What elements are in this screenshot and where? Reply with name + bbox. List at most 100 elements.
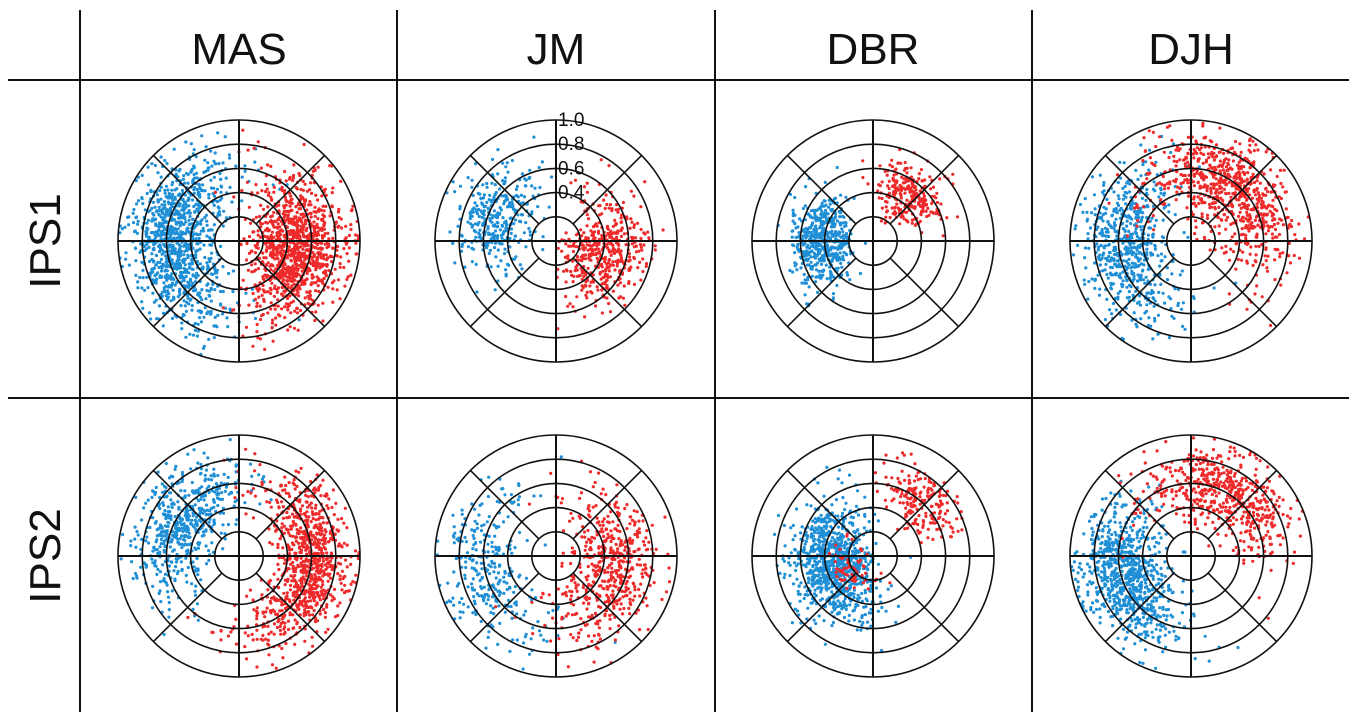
data-point — [638, 260, 642, 264]
data-point — [1207, 202, 1212, 206]
data-point — [638, 242, 643, 247]
data-point — [1108, 308, 1112, 312]
data-point — [219, 184, 223, 188]
data-point — [184, 232, 188, 236]
data-point — [1264, 246, 1268, 250]
data-point — [621, 260, 625, 264]
data-point — [508, 204, 512, 208]
data-point — [304, 229, 308, 233]
data-point — [338, 297, 342, 301]
data-point — [298, 264, 302, 268]
data-point — [284, 271, 288, 275]
data-point — [173, 266, 177, 270]
data-point — [213, 267, 217, 271]
data-point — [1214, 143, 1219, 147]
data-point — [286, 328, 290, 332]
data-point — [280, 285, 284, 289]
data-point — [194, 288, 198, 292]
data-point — [1275, 209, 1279, 213]
data-point — [1129, 266, 1133, 270]
data-point — [1205, 213, 1210, 217]
data-point — [1114, 308, 1118, 312]
data-point — [177, 248, 181, 252]
data-point — [221, 265, 225, 269]
data-point — [151, 211, 155, 216]
data-point — [168, 244, 172, 248]
data-point — [275, 237, 279, 241]
data-point — [134, 246, 138, 250]
data-point — [1213, 207, 1217, 211]
data-point — [661, 228, 665, 232]
data-point — [580, 259, 584, 263]
data-point — [1124, 202, 1128, 206]
data-point — [291, 178, 295, 182]
data-point — [215, 187, 219, 191]
data-point — [1087, 280, 1091, 284]
data-point — [1172, 179, 1176, 183]
data-point — [324, 271, 328, 275]
data-point — [1186, 235, 1190, 239]
data-point — [1135, 264, 1139, 268]
data-point — [1242, 193, 1246, 197]
data-point — [200, 288, 204, 292]
data-point — [183, 263, 187, 267]
data-point — [504, 194, 509, 199]
data-point — [179, 270, 183, 274]
data-point — [321, 204, 325, 208]
data-point — [265, 275, 269, 279]
data-point — [1167, 210, 1171, 214]
data-point — [292, 326, 297, 330]
data-point — [321, 217, 325, 221]
data-point — [466, 245, 471, 249]
tick-label: 1.0 — [558, 110, 584, 131]
data-point — [157, 304, 162, 308]
data-point — [1247, 229, 1251, 233]
data-point — [258, 304, 262, 308]
data-point — [1212, 186, 1216, 190]
data-point — [1101, 219, 1105, 223]
data-point — [500, 223, 504, 227]
data-point — [321, 319, 325, 323]
data-point — [176, 210, 180, 214]
data-point — [165, 161, 169, 166]
data-point — [456, 224, 460, 228]
data-point — [1143, 281, 1147, 285]
data-point — [1251, 263, 1255, 267]
data-point — [812, 251, 816, 255]
data-point — [506, 262, 510, 266]
data-point — [931, 185, 936, 189]
data-point — [209, 149, 213, 153]
data-point — [1251, 172, 1255, 176]
data-point — [158, 221, 162, 226]
data-point — [501, 179, 505, 183]
data-point — [178, 224, 182, 228]
data-point — [143, 249, 147, 253]
data-point — [584, 253, 588, 257]
data-point — [308, 297, 312, 301]
data-point — [202, 315, 206, 319]
data-point — [1107, 254, 1111, 259]
data-point — [160, 266, 164, 270]
data-point — [817, 243, 821, 248]
data-point — [1139, 228, 1143, 232]
data-point — [314, 193, 318, 197]
data-point — [276, 298, 280, 302]
data-point — [486, 227, 490, 231]
data-point — [585, 213, 589, 217]
data-point — [1102, 246, 1106, 250]
data-point — [272, 185, 276, 189]
data-point — [264, 174, 268, 178]
data-point — [1167, 336, 1171, 340]
data-point — [828, 230, 832, 234]
data-point — [209, 287, 213, 291]
data-point — [833, 196, 838, 200]
data-point — [828, 237, 833, 241]
data-point — [330, 255, 334, 259]
data-point — [206, 264, 210, 268]
data-point — [1165, 278, 1170, 282]
data-point — [210, 164, 214, 168]
data-point — [605, 246, 610, 250]
data-point — [170, 281, 175, 285]
data-point — [1132, 209, 1136, 214]
data-point — [596, 247, 601, 251]
